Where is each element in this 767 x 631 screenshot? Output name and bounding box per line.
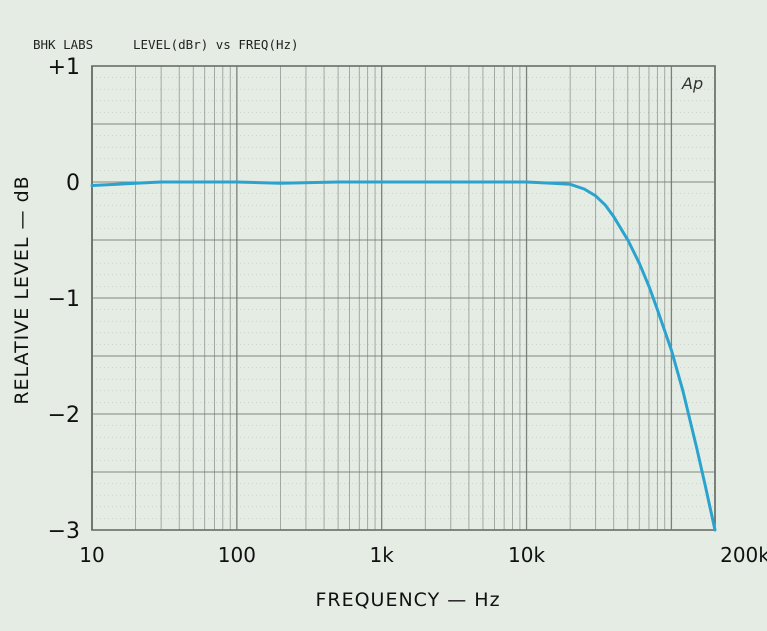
x-axis-title: FREQUENCY — Hz xyxy=(315,589,500,611)
y-tick-label: 0 xyxy=(66,171,80,196)
y-tick-labels: +1 0 −1 −2 −3 xyxy=(48,55,80,544)
y-tick-label: −3 xyxy=(48,519,80,544)
x-tick-label: 10k xyxy=(508,543,545,567)
y-axis-title: RELATIVE LEVEL — dB xyxy=(11,175,33,404)
x-tick-label: 200k xyxy=(720,543,767,567)
x-tick-label: 100 xyxy=(218,543,256,567)
measurement-label: LEVEL(dBr) vs FREQ(Hz) xyxy=(133,37,299,52)
y-tick-label: +1 xyxy=(48,55,80,80)
y-tick-label: −2 xyxy=(48,403,80,428)
y-tick-label: −1 xyxy=(48,287,80,312)
x-tick-labels: 10 100 1k 10k 200k xyxy=(79,543,767,567)
grid xyxy=(92,65,716,531)
audio-precision-logo: Ap xyxy=(681,74,703,93)
x-tick-label: 10 xyxy=(79,543,104,567)
series-line xyxy=(90,180,717,532)
lab-label: BHK LABS xyxy=(33,37,93,52)
x-tick-label: 1k xyxy=(370,543,395,567)
